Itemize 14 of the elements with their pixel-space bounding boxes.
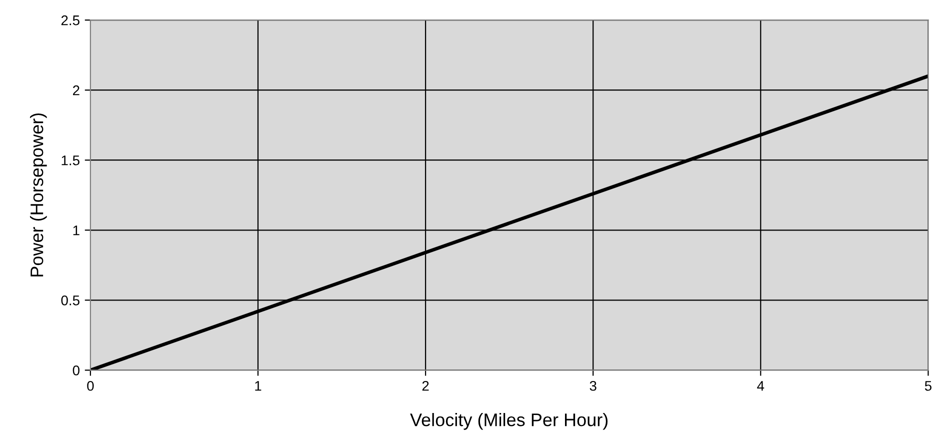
x-tick-label: 5: [924, 381, 932, 391]
y-tick-label: 0: [72, 366, 80, 376]
x-tick-label: 0: [87, 380, 94, 391]
x-tick-label: 3: [590, 380, 596, 391]
y-tick-label: 0.5: [61, 295, 80, 306]
x-tick-label: 4: [757, 381, 764, 391]
x-tick-label: 2: [422, 380, 429, 391]
x-tick-label: 1: [255, 381, 262, 391]
y-tick-label: 1: [73, 226, 80, 236]
y-tick-label: 1.5: [62, 156, 80, 166]
x-axis-title: Velocity (Miles Per Hour): [410, 412, 608, 430]
y-tick-label: 2.5: [61, 15, 80, 26]
y-axis-title: Power (Horsepower): [30, 113, 47, 276]
y-tick-label: 2: [73, 85, 80, 96]
